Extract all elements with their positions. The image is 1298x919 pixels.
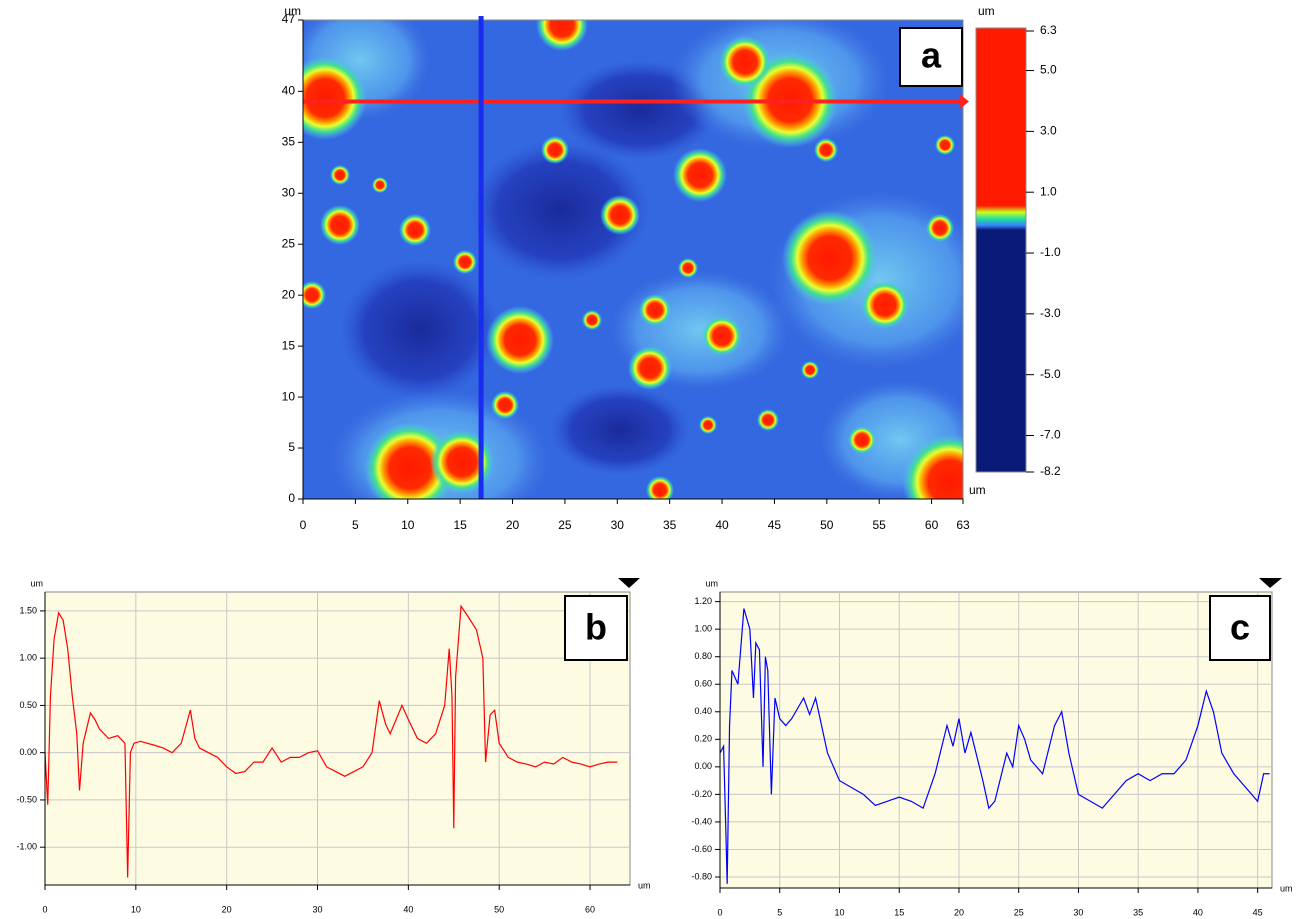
x-tick-label: 20 <box>506 518 520 532</box>
x-tick-label: 20 <box>954 907 964 917</box>
cursor-marker <box>1259 578 1282 588</box>
y-tick-label: 1.00 <box>694 624 712 634</box>
surface-map <box>303 20 963 499</box>
colorbar-tick-label: 3.0 <box>1040 124 1057 138</box>
x-tick-label: 15 <box>894 907 904 917</box>
x-tick-label: 25 <box>1014 907 1024 917</box>
y-tick-label: 25 <box>282 236 296 250</box>
y-unit: um <box>705 578 718 588</box>
y-tick-label: 0.40 <box>694 706 712 716</box>
profile-curve <box>719 608 1270 884</box>
x-tick-label: 15 <box>453 518 467 532</box>
x-unit: um <box>638 880 651 890</box>
x-tick-label: 45 <box>768 518 782 532</box>
colorbar-tick-label: 6.3 <box>1040 23 1057 37</box>
y-tick-label: 0.20 <box>694 734 712 744</box>
x-tick-label: 40 <box>1193 907 1203 917</box>
y-tick-label: 15 <box>282 338 296 352</box>
y-tick-label: 0 <box>288 491 295 505</box>
profile-curve <box>44 604 618 878</box>
x-tick-label: 30 <box>1073 907 1083 917</box>
y-tick-label: 20 <box>282 287 296 301</box>
y-unit: um <box>30 578 43 588</box>
x-tick-label: 20 <box>222 904 232 914</box>
y-tick-label: 0.60 <box>694 679 712 689</box>
y-tick-label: -0.40 <box>691 816 712 826</box>
panel-label: c <box>1230 607 1250 648</box>
y-tick-label: 0.00 <box>694 761 712 771</box>
x-unit: um <box>1280 883 1293 893</box>
plot-area <box>719 591 1273 889</box>
y-tick-label: -0.60 <box>691 844 712 854</box>
x-tick-label: 45 <box>1253 907 1263 917</box>
y-tick-label: 47 <box>282 12 296 26</box>
y-tick-label: 40 <box>282 84 296 98</box>
colorbar-tick-label: -1.0 <box>1040 245 1061 259</box>
colorbar-tick-label: -3.0 <box>1040 306 1061 320</box>
y-unit: um <box>284 4 301 18</box>
x-tick-label: 0 <box>300 518 307 532</box>
x-tick-label: 35 <box>1133 907 1143 917</box>
y-tick-label: 5 <box>288 440 295 454</box>
colorbar-tick-label: 1.0 <box>1040 184 1057 198</box>
colorbar-tick-label: 5.0 <box>1040 63 1057 77</box>
colorbar-tick-label: -7.0 <box>1040 428 1061 442</box>
x-tick-label: 63 <box>956 518 970 532</box>
x-tick-label: 55 <box>873 518 887 532</box>
y-tick-label: 0.80 <box>694 651 712 661</box>
x-tick-label: 0 <box>42 904 47 914</box>
x-tick-label: 60 <box>925 518 939 532</box>
y-tick-label: 30 <box>282 185 296 199</box>
panel-label: b <box>585 607 607 648</box>
x-tick-label: 5 <box>777 907 782 917</box>
x-tick-label: 25 <box>558 518 572 532</box>
colorbar <box>975 27 1027 473</box>
y-tick-label: 10 <box>282 389 296 403</box>
x-tick-label: 60 <box>585 904 595 914</box>
x-tick-label: 50 <box>494 904 504 914</box>
y-tick-label: 0.50 <box>19 700 37 710</box>
x-tick-label: 40 <box>403 904 413 914</box>
y-tick-label: 0.00 <box>19 747 37 757</box>
x-tick-label: 50 <box>820 518 834 532</box>
x-tick-label: 10 <box>401 518 415 532</box>
x-tick-label: 10 <box>834 907 844 917</box>
profile-arrowhead <box>959 93 969 110</box>
y-tick-label: -0.80 <box>691 871 712 881</box>
x-tick-label: 35 <box>663 518 677 532</box>
plot-area <box>44 591 631 886</box>
y-tick-label: -0.50 <box>16 794 37 804</box>
y-tick-label: 1.00 <box>19 653 37 663</box>
x-tick-label: 40 <box>715 518 729 532</box>
x-tick-label: 10 <box>131 904 141 914</box>
x-tick-label: 5 <box>352 518 359 532</box>
y-tick-label: 1.50 <box>19 605 37 615</box>
y-tick-label: 35 <box>282 134 296 148</box>
panel-label-box <box>564 595 628 661</box>
panel-label-box <box>1209 595 1271 661</box>
panel-label-box <box>899 27 963 87</box>
y-tick-label: 1.20 <box>694 596 712 606</box>
colorbar-unit: um <box>978 4 995 18</box>
colorbar-tick-label: -8.2 <box>1040 464 1061 478</box>
y-tick-label: -0.20 <box>691 789 712 799</box>
colorbar-tick-label: -5.0 <box>1040 367 1061 381</box>
x-tick-label: 30 <box>313 904 323 914</box>
y-tick-label: -1.00 <box>16 842 37 852</box>
x-tick-label: 0 <box>717 907 722 917</box>
x-tick-label: 30 <box>611 518 625 532</box>
panel-label: a <box>921 35 942 76</box>
cursor-marker <box>618 578 640 588</box>
x-unit: um <box>969 483 986 497</box>
